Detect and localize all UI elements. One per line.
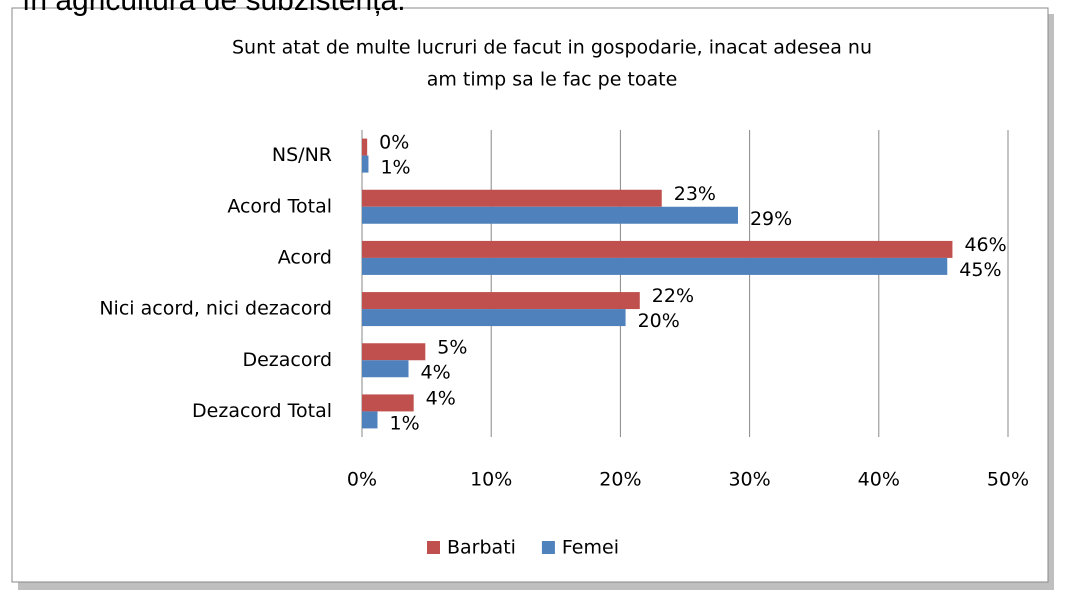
data-label: 46%: [964, 234, 1006, 256]
y-tick-label: Acord Total: [227, 195, 332, 217]
data-label: 20%: [638, 310, 680, 332]
bar: [362, 155, 369, 173]
x-tick-label: 0%: [347, 469, 377, 491]
y-tick-label: Acord: [278, 246, 332, 268]
bar: [362, 206, 738, 224]
bar: [362, 240, 953, 258]
data-label: 23%: [674, 183, 716, 205]
x-tick-label: 10%: [470, 469, 512, 491]
legend-swatch: [427, 541, 440, 554]
bar: [362, 343, 426, 361]
x-tick-label: 20%: [599, 469, 641, 491]
data-label: 1%: [390, 412, 420, 434]
data-label: 0%: [379, 132, 409, 154]
bar: [362, 138, 368, 156]
legend-label: Femei: [562, 537, 619, 559]
y-tick-label: Dezacord Total: [192, 400, 332, 422]
bar: [362, 189, 662, 207]
data-label: 22%: [652, 285, 694, 307]
bar: [362, 360, 409, 378]
y-tick-label: NS/NR: [272, 144, 332, 166]
bar: [362, 411, 378, 429]
data-label: 5%: [437, 336, 467, 358]
data-label: 29%: [750, 208, 792, 230]
x-tick-label: 30%: [728, 469, 770, 491]
data-label: 45%: [959, 259, 1001, 281]
y-tick-label: Nici acord, nici dezacord: [99, 298, 332, 320]
bar: [362, 257, 948, 275]
legend-label: Barbati: [447, 537, 516, 559]
bar: [362, 394, 414, 412]
chart-title: Sunt atat de multe lucruri de facut in g…: [232, 37, 872, 59]
data-label: 4%: [426, 387, 456, 409]
bar: [362, 292, 640, 310]
y-tick-label: Dezacord: [242, 349, 332, 371]
header-text: în agricultura de subzistență.: [21, 0, 406, 17]
data-label: 1%: [380, 157, 410, 179]
x-tick-label: 40%: [858, 469, 900, 491]
data-label: 4%: [421, 361, 451, 383]
legend-swatch: [541, 541, 555, 554]
bar: [362, 309, 626, 327]
chart-title: am timp sa le fac pe toate: [427, 69, 678, 91]
x-tick-label: 50%: [987, 469, 1029, 491]
